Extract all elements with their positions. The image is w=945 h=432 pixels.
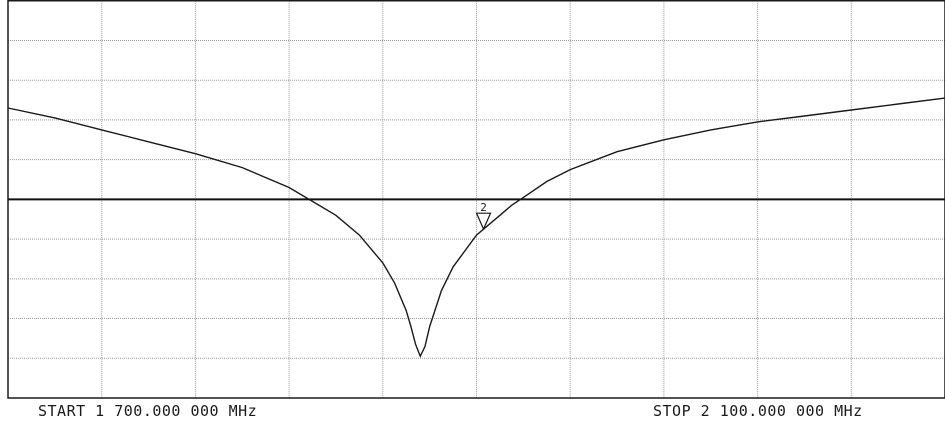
start-frequency-label: START 1 700.000 000 MHz [38,402,258,420]
markers: 2 [475,201,492,231]
trace-line [7,97,945,359]
marker-label: 2 [480,201,487,214]
stop-frequency-label: STOP 2 100.000 000 MHz [653,402,863,420]
marker-triangle [475,212,492,231]
